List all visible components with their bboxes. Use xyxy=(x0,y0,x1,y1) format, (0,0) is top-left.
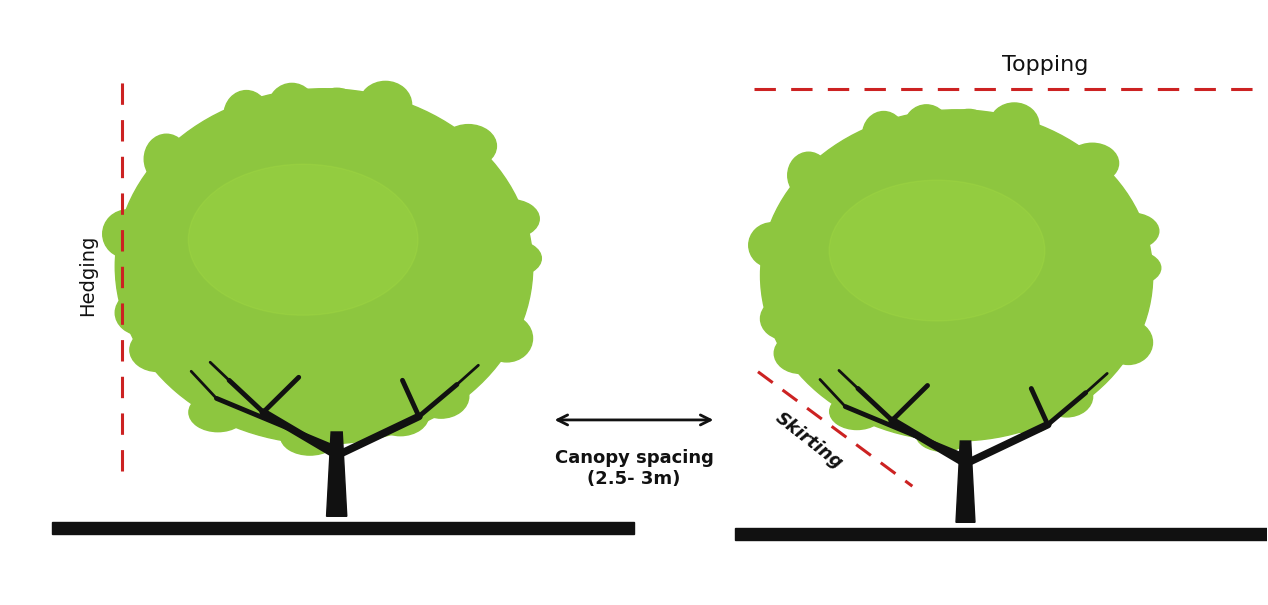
Polygon shape xyxy=(956,441,975,522)
Text: Topping: Topping xyxy=(1002,54,1088,74)
Ellipse shape xyxy=(836,140,875,186)
Ellipse shape xyxy=(959,398,1013,435)
Ellipse shape xyxy=(241,389,299,426)
Ellipse shape xyxy=(1104,213,1159,249)
Ellipse shape xyxy=(945,110,993,154)
Ellipse shape xyxy=(103,210,152,258)
Polygon shape xyxy=(52,522,634,534)
Ellipse shape xyxy=(879,390,933,424)
Ellipse shape xyxy=(268,83,316,132)
Ellipse shape xyxy=(115,290,170,335)
Ellipse shape xyxy=(413,374,469,418)
Ellipse shape xyxy=(915,417,971,451)
Ellipse shape xyxy=(129,329,185,371)
Text: Canopy spacing
(2.5- 3m): Canopy spacing (2.5- 3m) xyxy=(554,449,714,488)
Ellipse shape xyxy=(117,250,169,298)
Ellipse shape xyxy=(448,169,506,210)
Ellipse shape xyxy=(1041,376,1093,417)
Ellipse shape xyxy=(1017,137,1069,178)
Polygon shape xyxy=(735,528,1267,540)
Text: Skirting: Skirting xyxy=(771,409,846,473)
Ellipse shape xyxy=(169,352,226,393)
Ellipse shape xyxy=(483,240,541,276)
Ellipse shape xyxy=(481,315,533,362)
Ellipse shape xyxy=(990,103,1038,146)
Ellipse shape xyxy=(388,118,443,163)
Ellipse shape xyxy=(761,110,1153,441)
Ellipse shape xyxy=(1094,279,1140,324)
Ellipse shape xyxy=(372,394,429,436)
Ellipse shape xyxy=(775,333,827,373)
Ellipse shape xyxy=(1104,321,1153,364)
Ellipse shape xyxy=(470,270,520,319)
Ellipse shape xyxy=(326,398,384,437)
Text: Hedging: Hedging xyxy=(77,235,96,316)
Ellipse shape xyxy=(189,164,418,315)
Ellipse shape xyxy=(440,125,496,168)
Ellipse shape xyxy=(761,298,812,339)
Ellipse shape xyxy=(195,122,237,171)
Ellipse shape xyxy=(904,105,948,151)
Ellipse shape xyxy=(189,393,247,432)
Ellipse shape xyxy=(829,393,884,430)
Ellipse shape xyxy=(810,355,864,393)
Ellipse shape xyxy=(359,82,412,128)
Ellipse shape xyxy=(1063,343,1113,385)
Ellipse shape xyxy=(1002,394,1055,433)
Ellipse shape xyxy=(829,180,1045,321)
Ellipse shape xyxy=(762,261,812,304)
Ellipse shape xyxy=(1073,185,1127,223)
Ellipse shape xyxy=(481,200,539,238)
Ellipse shape xyxy=(862,111,904,158)
Ellipse shape xyxy=(786,194,831,240)
Ellipse shape xyxy=(748,223,795,267)
Ellipse shape xyxy=(312,88,361,136)
Ellipse shape xyxy=(115,89,533,444)
Ellipse shape xyxy=(1106,251,1160,285)
Ellipse shape xyxy=(224,91,269,140)
Ellipse shape xyxy=(280,418,339,455)
Ellipse shape xyxy=(142,180,189,229)
Ellipse shape xyxy=(437,339,491,384)
Ellipse shape xyxy=(1066,143,1118,183)
Ellipse shape xyxy=(145,134,189,184)
Ellipse shape xyxy=(787,152,829,198)
Polygon shape xyxy=(327,432,346,516)
